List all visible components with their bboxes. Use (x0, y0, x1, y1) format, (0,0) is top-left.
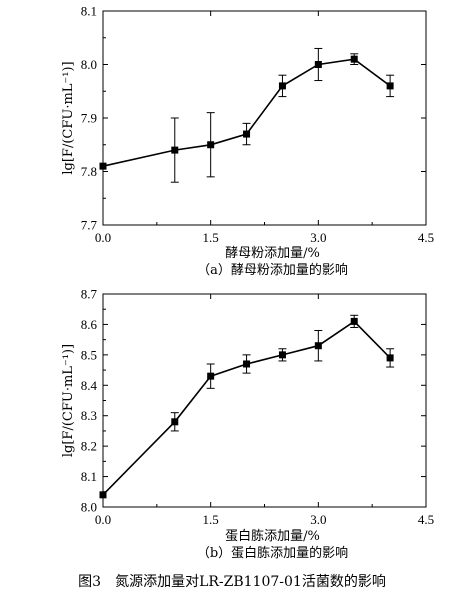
y-tick-label: 8.0 (81, 500, 97, 515)
y-tick-label: 8.7 (81, 287, 98, 302)
y-tick-label: 8.3 (81, 408, 97, 423)
data-point (171, 146, 179, 154)
series-line (102, 320, 391, 496)
y-tick-label: 8.5 (81, 347, 97, 362)
subfigure-caption: （a）酵母粉添加量的影响 (197, 262, 348, 278)
data-point (314, 342, 322, 350)
data-point (350, 317, 358, 325)
x-tick-label: 0.0 (95, 230, 111, 245)
data-point (386, 354, 394, 362)
x-tick-label: 3.0 (310, 512, 326, 527)
y-tick-label: 7.8 (81, 164, 97, 179)
series-line (102, 58, 391, 167)
y-axis-label: lg[F/(CFU·mL⁻¹)] (61, 61, 76, 174)
x-tick-label: 0.0 (95, 512, 111, 527)
x-tick-label: 3.0 (310, 230, 326, 245)
data-point (314, 61, 322, 68)
x-axis-label: 蛋白胨添加量/% (225, 528, 320, 544)
data-point (207, 141, 215, 149)
y-axis-label: lg[F/(CFU·mL⁻¹)] (61, 344, 76, 457)
chart-panel-b: 8.0 8.1 8.2 8.3 8.4 8.5 8.6 8.7 0.0 1.5 3.0 4.5 lg[F… (61, 287, 434, 562)
y-tick-label: 8.2 (81, 439, 97, 454)
data-point (243, 360, 251, 368)
y-tick-label: 8.6 (81, 317, 98, 332)
y-tick-label: 8.1 (81, 469, 97, 484)
y-tick-label: 8.1 (81, 4, 97, 19)
data-point (278, 351, 286, 359)
plot-frame (102, 293, 427, 508)
y-tick-label: 7.7 (81, 218, 98, 233)
chart-panel-a: 7.7 7.8 7.9 8.0 8.1 0.0 1.5 3.0 4.5 lg[F/(CFU·mL⁻… (61, 4, 434, 279)
data-point (207, 372, 215, 380)
y-tick-label: 8.0 (81, 57, 97, 72)
plot-frame (102, 10, 427, 226)
x-tick-label: 4.5 (418, 230, 434, 245)
subfigure-caption: （b）蛋白胨添加量的影响 (197, 545, 348, 561)
x-tick-label: 1.5 (203, 230, 219, 245)
data-point (99, 491, 107, 499)
data-point (386, 82, 394, 90)
data-point (171, 418, 179, 426)
data-point (278, 82, 286, 90)
data-point (243, 130, 251, 138)
y-tick-label: 7.9 (81, 111, 97, 126)
x-tick-label: 4.5 (418, 512, 434, 527)
x-axis-label: 酵母粉添加量/% (225, 246, 320, 261)
x-tick-label: 1.5 (203, 512, 219, 527)
data-point (99, 162, 107, 170)
y-tick-label: 8.4 (81, 378, 98, 393)
figure-caption: 图3 氮源添加量对LR-ZB1107-01活菌数的影响 (78, 574, 386, 590)
data-point (350, 55, 358, 63)
